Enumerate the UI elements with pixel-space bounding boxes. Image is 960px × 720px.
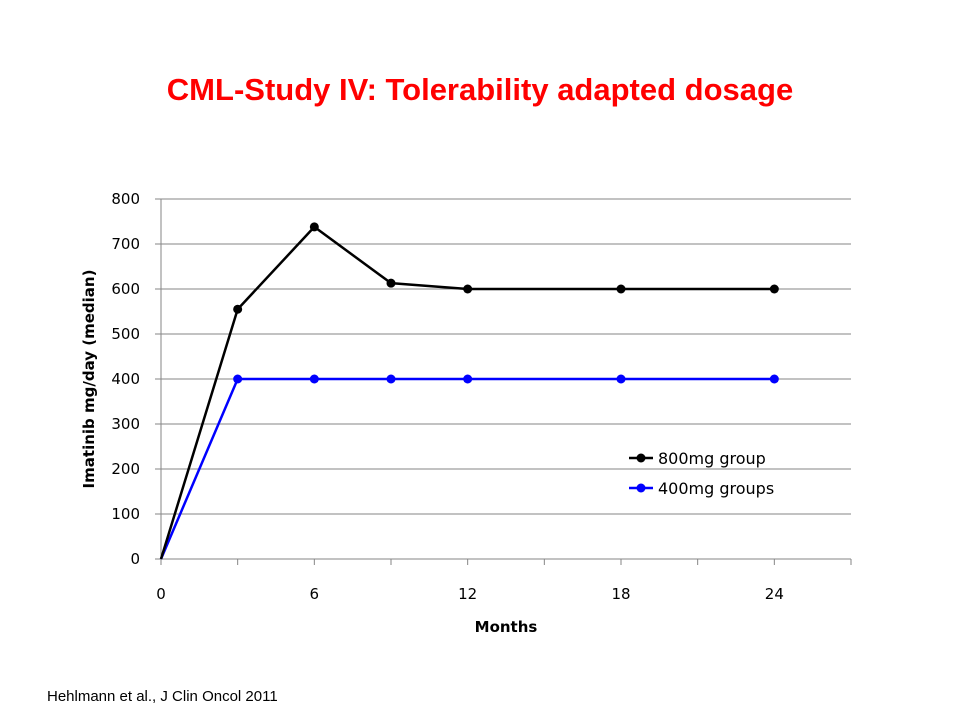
legend-item: 400mg groups [629, 479, 774, 498]
x-tick-label: 6 [310, 585, 320, 603]
data-point [463, 284, 473, 294]
y-tick-label: 800 [111, 190, 140, 208]
data-point [309, 374, 319, 384]
data-point [386, 374, 396, 384]
legend: 800mg group 400mg groups [629, 449, 774, 498]
y-tick-label: 500 [111, 325, 140, 343]
y-tick-label: 600 [111, 280, 140, 298]
legend-swatch-marker [636, 453, 646, 463]
series [159, 222, 779, 560]
legend-item: 800mg group [629, 449, 766, 468]
data-point [463, 374, 473, 384]
x-tick-label: 0 [156, 585, 166, 603]
series-line-0 [159, 225, 775, 560]
axes [155, 198, 852, 565]
x-tick-label: 24 [765, 585, 784, 603]
data-point [233, 304, 243, 314]
data-point [309, 222, 319, 232]
legend-label: 800mg group [658, 449, 766, 468]
y-tick-label: 100 [111, 505, 140, 523]
x-tick-label: 18 [611, 585, 630, 603]
y-axis-title: Imatinib mg/day (median) [80, 270, 98, 489]
tick-labels: 0 100 200 300 400 500 600 700 800 0 6 12 18 24 [111, 190, 784, 603]
y-tick-label: 300 [111, 415, 140, 433]
y-tick-label: 200 [111, 460, 140, 478]
data-point [616, 374, 626, 384]
data-point [769, 284, 779, 294]
legend-swatch-marker [636, 483, 646, 493]
slide-title: CML-Study IV: Tolerability adapted dosag… [166, 72, 794, 107]
y-tick-label: 0 [130, 550, 140, 568]
y-tick-label: 700 [111, 235, 140, 253]
x-tick-label: 12 [458, 585, 477, 603]
citation: Hehlmann et al., J Clin Oncol 2011 [47, 688, 278, 705]
data-point [386, 278, 396, 288]
legend-label: 400mg groups [658, 479, 774, 498]
y-tick-label: 400 [111, 370, 140, 388]
data-point [769, 374, 779, 384]
x-axis-title: Months [475, 618, 538, 636]
data-point [616, 284, 626, 294]
data-point [233, 374, 243, 384]
